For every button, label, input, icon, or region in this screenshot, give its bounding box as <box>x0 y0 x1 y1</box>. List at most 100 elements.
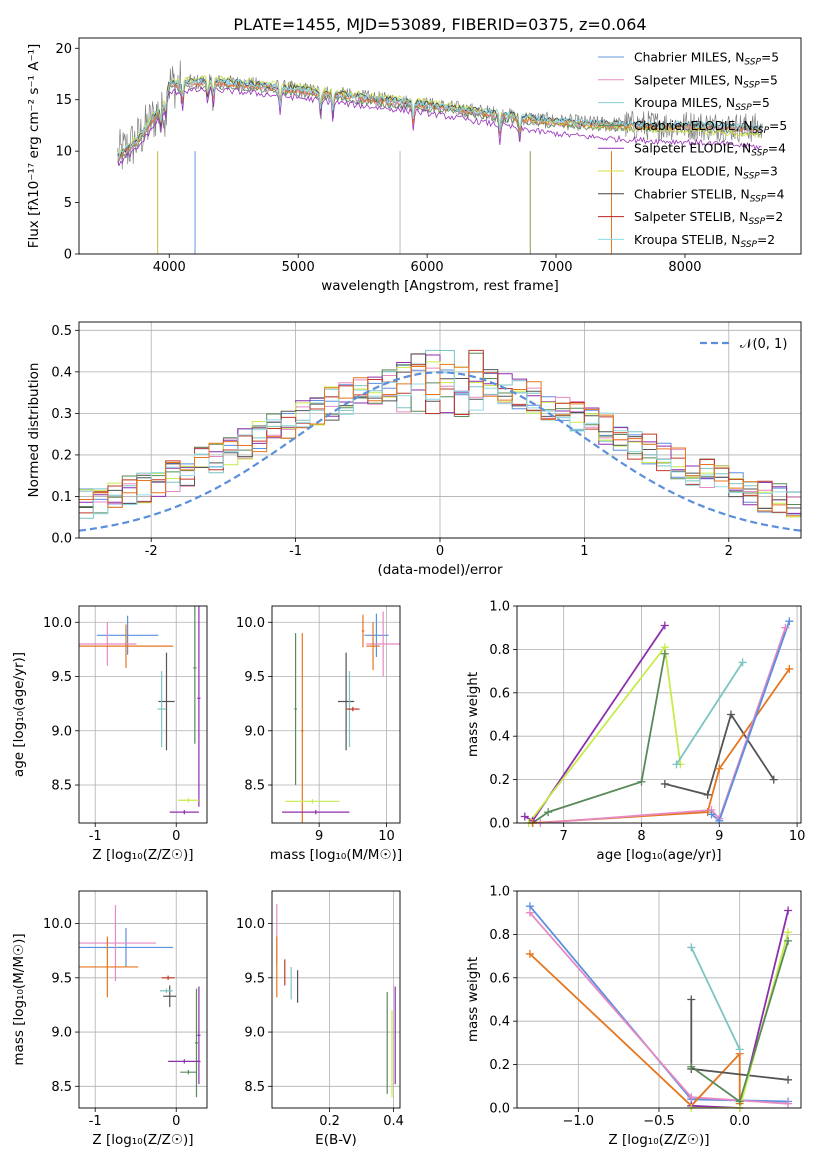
y-tick-label: 0.4 <box>489 1015 510 1030</box>
weight-marker <box>660 779 669 788</box>
legend-label: Salpeter ELODIE, NSSP=4 <box>634 142 786 159</box>
x-tick-label: −0.5 <box>643 1114 675 1129</box>
y-tick-label: 9.5 <box>51 971 72 986</box>
y-tick-label: 0.5 <box>51 324 72 339</box>
weight-marker <box>785 664 794 673</box>
weight-marker <box>687 1062 696 1071</box>
y-tick-label: 10.0 <box>43 616 72 631</box>
y-tick-label: 20 <box>55 42 72 57</box>
axes-frame <box>271 605 401 824</box>
model-spectrum-9 <box>117 78 762 158</box>
y-tick-label: 1.0 <box>489 885 510 900</box>
weight-marker <box>715 816 724 825</box>
x-tick-label: 6000 <box>411 260 444 275</box>
x-tick-label: 9 <box>315 829 323 844</box>
spectrum-legend: Chabrier MILES, NSSP=5 Salpeter MILES, NS… <box>598 51 787 250</box>
weight-marker <box>781 623 790 632</box>
weight-line-3 <box>532 653 666 823</box>
legend-label: Chabrier MILES, NSSP=5 <box>634 51 779 68</box>
axes-frame <box>516 890 802 1109</box>
axes-residuals: -2 -1 0 1 2 0.0 0.1 0.2 0.3 0.4 0.5 (data-model)/er… <box>26 321 802 578</box>
figure-title: PLATE=1455, MJD=53089, FIBERID=0375, z=0… <box>233 15 646 34</box>
legend-label: Kroupa MILES, NSSP=5 <box>634 96 770 113</box>
y-tick-label: 0.4 <box>51 365 72 380</box>
plot-area-mass_vs_Z <box>79 905 201 1098</box>
weight-marker <box>784 936 793 945</box>
y-tick-label: 9.5 <box>244 971 265 986</box>
y-tick-label: 0.0 <box>489 817 510 832</box>
weight-line-7 <box>540 627 787 823</box>
plot-area-spectrum <box>117 60 763 254</box>
y-tick-label: 0.3 <box>51 407 72 422</box>
weight-marker <box>703 790 712 799</box>
x-tick-label: 2 <box>725 544 733 559</box>
y-axis-label: Flux [fλ10⁻¹⁷ erg cm⁻² s⁻¹ A⁻¹] <box>26 44 42 249</box>
axes-frame <box>78 37 802 255</box>
axes-mass_vs_Z: -1 0 8.5 9.0 9.5 10.0 Z [log₁₀(Z/Z☉)] mass [log… <box>11 890 208 1148</box>
weight-line-2 <box>527 644 682 823</box>
x-tick-label: -1 <box>289 544 302 559</box>
weight-marker <box>715 764 724 773</box>
x-tick-label: 0 <box>172 1114 180 1129</box>
weight-line-5 <box>664 712 775 796</box>
x-tick-label: 10 <box>378 829 395 844</box>
y-tick-label: 0 <box>64 248 72 263</box>
weight-line-3 <box>529 953 741 1108</box>
y-tick-label: 8.5 <box>51 779 72 794</box>
x-tick-label: 7 <box>560 829 568 844</box>
legend-label: 𝒩(0, 1) <box>740 337 787 352</box>
weight-marker <box>637 777 646 786</box>
y-tick-label: 0.2 <box>51 448 72 463</box>
y-tick-label: 8.5 <box>244 779 265 794</box>
y-tick-label: 1.0 <box>489 600 510 615</box>
y-tick-label: 9.0 <box>51 724 72 739</box>
y-tick-label: 15 <box>55 93 72 108</box>
weight-marker <box>672 760 681 769</box>
axes-frame <box>271 890 401 1109</box>
legend-label: Salpeter MILES, NSSP=5 <box>634 73 778 90</box>
x-tick-label: −1.0 <box>563 1114 595 1129</box>
weight-marker <box>784 928 793 937</box>
y-tick-label: 0.0 <box>51 532 72 547</box>
x-axis-label: Z [log₁₀(Z/Z☉)] <box>92 847 193 863</box>
axes-age_vs_Z: -1 0 8.5 9.0 9.5 10.0 Z [log₁₀(Z/Z☉)] age [log₁… <box>11 605 208 863</box>
x-tick-label: 7000 <box>539 260 572 275</box>
y-tick-label: 9.0 <box>51 1026 72 1041</box>
y-tick-label: 0.0 <box>489 1102 510 1117</box>
y-tick-label: 0.2 <box>489 773 510 788</box>
weight-marker <box>520 812 529 821</box>
y-tick-label: 0.6 <box>489 686 510 701</box>
y-tick-label: 8.5 <box>244 1080 265 1095</box>
plot-area-residuals <box>79 349 801 532</box>
axes-mass_vs_ebv: 0.2 0.4 8.5 9.0 9.5 10.0 E(B-V) <box>236 890 404 1148</box>
y-tick-label: 8.5 <box>51 1080 72 1095</box>
weight-line-4 <box>690 947 741 1050</box>
weight-marker <box>738 658 747 667</box>
weight-line-4 <box>675 661 744 765</box>
weight-marker <box>544 808 553 817</box>
weight-marker <box>525 908 534 917</box>
weight-marker <box>735 1045 744 1054</box>
model-spectrum-8 <box>117 79 762 159</box>
axes-frame <box>78 605 208 824</box>
x-tick-label: 10 <box>789 829 806 844</box>
weight-marker <box>687 943 696 952</box>
y-tick-label: 10.0 <box>236 917 265 932</box>
weight-marker <box>784 1099 793 1108</box>
plot-area-age_vs_mass <box>282 611 400 823</box>
legend-label: Chabrier STELIB, NSSP=4 <box>634 187 785 204</box>
weight-marker <box>735 1097 744 1106</box>
weight-marker <box>687 995 696 1004</box>
y-tick-label: 10.0 <box>236 616 265 631</box>
weight-marker <box>660 621 669 630</box>
normal-curve <box>79 371 801 532</box>
y-tick-label: 0.8 <box>489 643 510 658</box>
axes-frame <box>516 605 802 824</box>
x-tick-label: 9 <box>715 829 723 844</box>
y-tick-label: 5 <box>64 196 72 211</box>
x-axis-label: (data-model)/error <box>377 562 503 578</box>
x-tick-label: 1 <box>580 544 588 559</box>
x-axis-label: mass [log₁₀(M/M☉)] <box>270 847 402 863</box>
legend-label: Salpeter STELIB, NSSP=2 <box>634 210 783 227</box>
x-tick-label: -1 <box>89 1114 102 1129</box>
